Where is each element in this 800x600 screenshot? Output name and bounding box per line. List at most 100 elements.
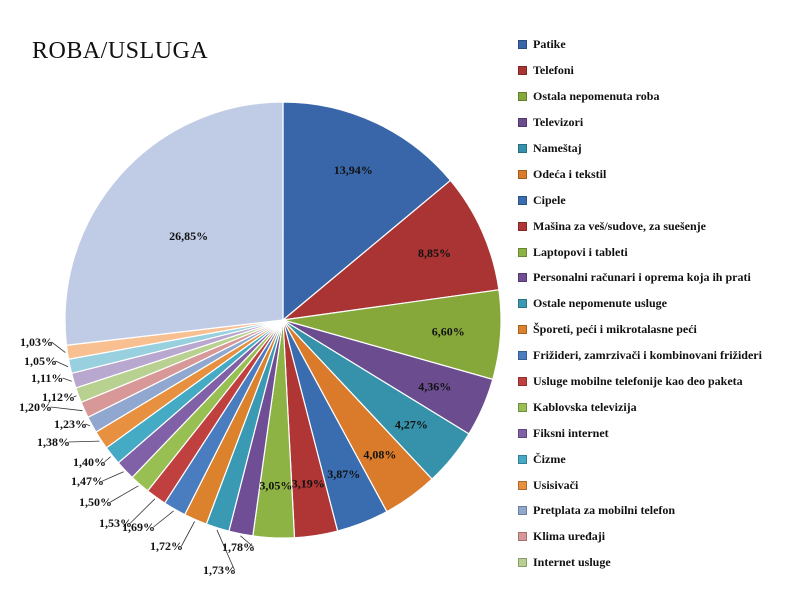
chart-legend: Patike Telefoni Ostala nepomenuta roba Tele… (518, 32, 800, 576)
slice-label-13: 1,53% (99, 516, 132, 530)
slice-label-8: 3,05% (259, 479, 292, 493)
legend-swatch-12 (518, 351, 527, 361)
legend-item-17: Usisivači (518, 472, 800, 498)
chart-title: ROBA/USLUGA (32, 38, 209, 64)
slice-label-6: 3,87% (327, 467, 360, 481)
legend-item-12: Frižideri, zamrzivači i kombinovani friž… (518, 343, 800, 369)
legend-item-6: Cipele (518, 187, 800, 213)
legend-label-1: Telefoni (533, 63, 574, 78)
legend-swatch-15 (518, 428, 527, 438)
legend-label-13: Usluge mobilne telefonije kao deo paketa (533, 374, 743, 389)
legend-label-19: Klima uređaji (533, 529, 606, 544)
legend-item-8: Laptopovi i tableti (518, 239, 800, 265)
leader-line-19 (50, 406, 83, 412)
legend-swatch-16 (518, 454, 527, 464)
legend-label-3: Televizori (533, 115, 584, 130)
leader-line-16 (104, 456, 111, 463)
leader-lines (50, 341, 254, 571)
legend-label-14: Kablovska televizija (533, 399, 637, 414)
leader-line-23 (51, 341, 66, 353)
legend-swatch-19 (518, 532, 527, 542)
legend-swatch-3 (518, 118, 527, 128)
legend-swatch-13 (518, 377, 527, 387)
legend-label-15: Fiksni internet (533, 425, 609, 440)
slice-label-15: 1,47% (71, 474, 104, 488)
slice-label-3: 4,36% (418, 380, 451, 394)
legend-item-2: Ostala nepomenuta roba (518, 84, 800, 110)
slice-label-5: 4,08% (363, 447, 396, 461)
slice-label-20: 1,12% (42, 390, 75, 404)
slice-label-21: 1,11% (31, 371, 63, 385)
legend-swatch-8 (518, 247, 527, 257)
legend-item-15: Fiksni internet (518, 420, 800, 446)
slice-label-23: 1,03% (20, 335, 53, 349)
legend-label-2: Ostala nepomenuta roba (533, 89, 660, 104)
pie-slice-24 (64, 101, 284, 346)
slice-label-18: 1,23% (54, 417, 87, 431)
pie-slice-0 (282, 101, 452, 322)
legend-swatch-7 (518, 221, 527, 231)
legend-item-10: Ostale nepomenute usluge (518, 291, 800, 317)
legend-swatch-20 (518, 558, 527, 568)
legend-label-20: Internet usluge (533, 555, 611, 570)
leader-line-10 (216, 529, 235, 571)
legend-item-16: Čizme (518, 446, 800, 472)
pie-slice-1 (281, 179, 500, 321)
slice-label-19: 1,20% (19, 400, 52, 414)
legend-swatch-0 (518, 40, 527, 50)
legend-item-9: Personalni računari i oprema koja ih pra… (518, 265, 800, 291)
legend-swatch-18 (518, 506, 527, 516)
legend-label-4: Nameštaj (533, 141, 582, 155)
leader-line-11 (181, 521, 195, 547)
leader-line-17 (68, 440, 100, 443)
legend-item-11: Šporeti, peći i mikrotalasne peći (518, 317, 800, 343)
slice-label-11: 1,72% (150, 539, 183, 553)
slice-label-9: 1,78% (222, 540, 255, 554)
legend-swatch-1 (518, 66, 527, 76)
leader-line-21 (62, 377, 72, 382)
slice-label-22: 1,05% (24, 354, 57, 368)
legend-item-7: Mašina za veš/sudove, za suešenje (518, 213, 800, 239)
legend-label-8: Laptopovi i tableti (533, 244, 628, 259)
legend-label-10: Ostale nepomenute usluge (533, 296, 668, 311)
leader-line-13 (130, 498, 156, 524)
legend-label-9: Personalni računari i oprema koja ih pra… (533, 270, 751, 285)
legend-label-6: Cipele (533, 192, 566, 207)
legend-item-0: Patike (518, 32, 800, 58)
slice-label-4: 4,27% (395, 418, 428, 432)
legend-label-18: Pretplata za mobilni telefon (533, 503, 676, 518)
legend-swatch-2 (518, 92, 527, 102)
legend-swatch-17 (518, 480, 527, 490)
slice-label-24: 26,85% (169, 229, 208, 243)
slice-label-16: 1,40% (73, 455, 106, 469)
legend-label-16: Čizme (533, 451, 566, 466)
leader-line-12 (153, 510, 174, 528)
legend-item-3: Televizori (518, 110, 800, 136)
leader-line-20 (73, 395, 77, 398)
slice-label-2: 6,60% (432, 324, 465, 338)
leader-line-15 (102, 471, 124, 482)
slice-label-0: 13,94% (334, 163, 373, 177)
legend-swatch-4 (518, 144, 527, 153)
slice-label-1: 8,85% (418, 246, 451, 260)
pie-slices (64, 101, 502, 539)
slice-label-10: 1,73% (203, 563, 236, 577)
slice-label-17: 1,38% (37, 435, 70, 449)
slice-labels: 13,94% 8,85% 6,60% 4,36% 4,27% 4,08%3,87%3,19… (19, 163, 465, 577)
slice-label-14: 1,50% (79, 495, 112, 509)
legend-item-14: Kablovska televizija (518, 394, 800, 420)
slice-label-12: 1,69% (122, 520, 155, 534)
slice-label-7: 3,19% (292, 477, 325, 491)
legend-label-5: Odeća i tekstil (533, 166, 607, 181)
legend-item-5: Odeća i tekstil (518, 161, 800, 187)
legend-swatch-10 (518, 299, 527, 309)
legend-swatch-6 (518, 195, 527, 205)
legend-label-11: Šporeti, peći i mikrotalasne peći (533, 322, 697, 337)
legend-swatch-5 (518, 169, 527, 179)
legend-swatch-14 (518, 402, 527, 412)
legend-swatch-9 (518, 273, 527, 283)
legend-item-4: Nameštaj (518, 136, 800, 162)
legend-item-13: Usluge mobilne telefonije kao deo paketa (518, 369, 800, 395)
